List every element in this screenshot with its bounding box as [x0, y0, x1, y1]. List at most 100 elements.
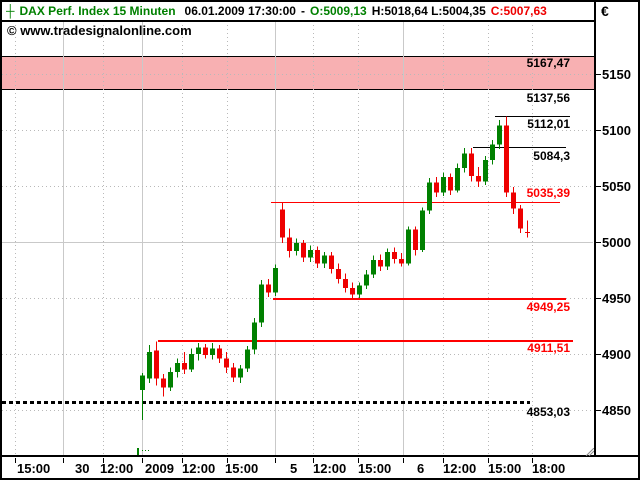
price-axis-label: 5050: [602, 179, 631, 194]
price-axis-tick: [596, 74, 601, 75]
candle: [343, 273, 348, 293]
level-price-label: 4853,03: [526, 405, 570, 419]
candle: [406, 226, 411, 266]
candle: [392, 247, 397, 264]
time-axis-label: 15:00: [225, 461, 259, 476]
candle: [203, 343, 208, 359]
candle: [189, 348, 194, 372]
time-axis-label: 18:00: [532, 461, 566, 476]
level-line: [158, 340, 573, 342]
candle: [385, 248, 390, 270]
candle: [490, 140, 495, 165]
candle: [245, 346, 250, 372]
vertical-gridline: [182, 21, 183, 457]
vertical-gridline: [532, 21, 533, 457]
price-axis-tick: [596, 410, 601, 411]
candle: [483, 155, 488, 185]
candle: [518, 205, 523, 234]
time-axis-label: 12:00: [443, 461, 477, 476]
candle: [364, 270, 369, 290]
time-axis-label: 15:00: [358, 461, 392, 476]
price-axis-label: 5150: [602, 67, 631, 82]
candle: [378, 254, 383, 272]
time-axis-tick: [403, 458, 404, 463]
time-axis-tick: [227, 458, 228, 463]
candle: [462, 147, 467, 173]
time-axis-tick: [63, 458, 64, 463]
candle: [455, 163, 460, 193]
level-line: [495, 115, 570, 118]
time-axis-tick: [313, 458, 314, 463]
candle: [238, 365, 243, 384]
time-axis-label: 30: [75, 461, 90, 476]
plot-bottom-border: [0, 455, 640, 457]
vertical-gridline: [103, 21, 104, 457]
close-value: C:5007,63: [490, 4, 547, 18]
copyright-label: © www.tradesignalonline.com: [7, 23, 192, 38]
candle: [420, 207, 425, 253]
candle: [469, 147, 474, 182]
level-line-dotted: [2, 401, 530, 404]
candle: [476, 166, 481, 188]
time-axis-tick: [532, 458, 533, 463]
time-axis-tick: [103, 458, 104, 463]
horizontal-gridline: [2, 354, 593, 355]
candle: [210, 342, 215, 360]
level-price-label: 5084,3: [533, 149, 570, 163]
time-axis-tick: [443, 458, 444, 463]
horizontal-gridline: [2, 410, 593, 411]
time-axis-tick: [358, 458, 359, 463]
time-axis-tick: [488, 458, 489, 463]
candle: [287, 228, 292, 258]
price-axis-label: 4950: [602, 291, 631, 306]
vertical-gridline: [313, 21, 314, 457]
vertical-gridline: [443, 21, 444, 457]
time-axis-label: 15:00: [488, 461, 522, 476]
level-price-label: 4949,25: [526, 300, 570, 314]
partial-candle-artifact: [137, 448, 149, 456]
outer-border-bottom: [0, 478, 640, 480]
candle: [301, 239, 306, 263]
time-axis-label: 15:00: [17, 461, 51, 476]
vertical-gridline: [403, 21, 404, 457]
candle: [154, 341, 159, 386]
candle: [336, 263, 341, 284]
level-price-label: 5137,56: [526, 91, 570, 105]
candle: [266, 278, 271, 297]
candle: [322, 252, 327, 268]
time-axis-tick: [15, 458, 16, 463]
outer-border-right: [638, 0, 640, 480]
chart-titlebar: ┼ DAX Perf. Index 15 Minuten 06.01.2009 …: [6, 3, 591, 19]
currency-label: €: [601, 3, 609, 19]
level-line: [271, 201, 560, 204]
level-line: [473, 146, 566, 149]
price-axis-label: 5100: [602, 123, 631, 138]
candle: [350, 282, 355, 298]
crosshair-icon: ┼: [6, 4, 15, 18]
candle: [273, 264, 278, 296]
time-axis-label: 12:00: [182, 461, 216, 476]
vertical-gridline: [275, 21, 276, 457]
time-axis-label: 6: [417, 461, 425, 476]
candle: [448, 173, 453, 195]
candle: [182, 351, 187, 375]
time-axis-label: 5: [290, 461, 298, 476]
resize-grip-icon[interactable]: [585, 448, 594, 456]
candle: [399, 253, 404, 267]
candle: [371, 255, 376, 278]
level-line: [273, 298, 566, 300]
candle: [161, 374, 166, 397]
candle: [259, 280, 264, 328]
candle: [525, 220, 530, 238]
price-axis-label: 4850: [602, 403, 631, 418]
candle: [252, 318, 257, 354]
level-price-label: 5167,47: [526, 56, 570, 70]
time-axis-label: 2009: [145, 461, 174, 476]
candle: [280, 202, 285, 244]
time-axis-label: 12:00: [313, 461, 347, 476]
